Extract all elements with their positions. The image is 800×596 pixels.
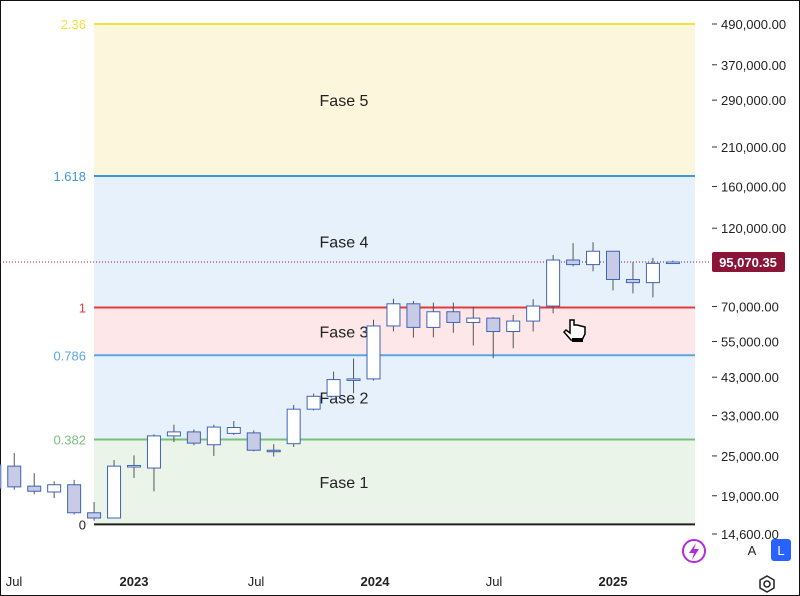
zone-band (94, 355, 695, 440)
candle-body (625, 278, 640, 284)
y-axis-tick-label: 25,000.00 (721, 449, 779, 464)
candle-body (246, 432, 261, 451)
gear-icon (759, 575, 775, 593)
candle-body (526, 305, 541, 322)
candle-body (306, 395, 321, 410)
fib-level-label: 0.786 (53, 348, 86, 363)
y-axis-tick-label: 290,000.00 (721, 93, 786, 108)
candle-body (47, 484, 62, 493)
zone-label: Fase 3 (320, 324, 369, 341)
candle-body (286, 408, 301, 445)
candle-body (0, 464, 2, 489)
candle-body (546, 259, 561, 307)
candle-body (67, 484, 82, 514)
candle-body (7, 465, 22, 488)
candle-body (386, 303, 401, 327)
zone-label: Fase 1 (320, 475, 369, 492)
lightning-bolt-glyph (689, 543, 699, 560)
candle-body (566, 259, 581, 266)
zone-label: Fase 4 (320, 235, 369, 252)
candle-body (206, 426, 221, 446)
y-axis-tick-label: 210,000.00 (721, 140, 786, 155)
fib-level-label: 0.382 (53, 432, 86, 447)
candle-body (406, 303, 421, 328)
candle-body (486, 317, 501, 333)
candle-body (87, 512, 102, 519)
candle-body (226, 427, 241, 434)
y-axis-tick-label: 43,000.00 (721, 370, 779, 385)
zone-band (94, 439, 695, 525)
zone-label: Fase 5 (320, 93, 369, 110)
candle-body (366, 325, 381, 380)
log-scale-button[interactable]: L (771, 539, 791, 561)
candle-body (127, 465, 141, 468)
candle-body (506, 320, 521, 333)
x-axis-tick-label: 2025 (599, 574, 628, 589)
x-axis-tick-label: 2024 (361, 574, 391, 589)
candle-body (186, 431, 201, 444)
candle-body (346, 378, 361, 381)
x-axis-tick-label: 2023 (120, 574, 149, 589)
candle-body (27, 485, 42, 492)
auto-scale-button[interactable]: A (742, 539, 762, 561)
current-price-label: 95,070.35 (719, 255, 777, 270)
hand-pointer-cuff (572, 338, 583, 342)
x-axis-tick-label: Jul (248, 574, 265, 589)
y-axis-tick-label: 370,000.00 (721, 58, 786, 73)
candle-body (466, 317, 481, 323)
y-axis-tick-label: 160,000.00 (721, 179, 786, 194)
x-axis-tick-label: Jul (6, 574, 23, 589)
candle-body (166, 431, 181, 437)
candle-body (586, 250, 601, 266)
candle-body (426, 311, 441, 328)
y-axis-tick-label: 70,000.00 (721, 299, 779, 314)
gear-icon-center (763, 580, 771, 588)
candle-body (645, 262, 660, 284)
lightning-bolt-icon (682, 539, 706, 563)
hand-pointer-icon (562, 319, 586, 341)
zone-band (94, 175, 695, 308)
current-price-tag (712, 252, 785, 273)
candle-body (146, 435, 161, 469)
candle-body (665, 261, 680, 265)
candle-body (446, 311, 461, 323)
y-axis-tick-label: 14,600.00 (721, 527, 779, 542)
y-axis-tick-label: 490,000.00 (721, 17, 786, 32)
fib-level-label: 1 (79, 301, 86, 316)
x-axis-tick-label: Jul (486, 574, 503, 589)
zone-band (94, 24, 695, 176)
y-axis-tick-label: 120,000.00 (721, 221, 786, 236)
fib-level-label: 0 (79, 517, 86, 532)
fib-level-label: 1.618 (53, 169, 86, 184)
candle-body (107, 465, 122, 519)
y-axis-tick-label: 33,000.00 (721, 409, 779, 424)
candle-body (266, 449, 281, 453)
fib-level-label: 2.36 (61, 17, 86, 32)
y-axis-tick-label: 55,000.00 (721, 334, 779, 349)
candle-body (606, 250, 620, 280)
candle-body (326, 379, 341, 397)
y-axis-tick-label: 19,000.00 (721, 489, 779, 504)
